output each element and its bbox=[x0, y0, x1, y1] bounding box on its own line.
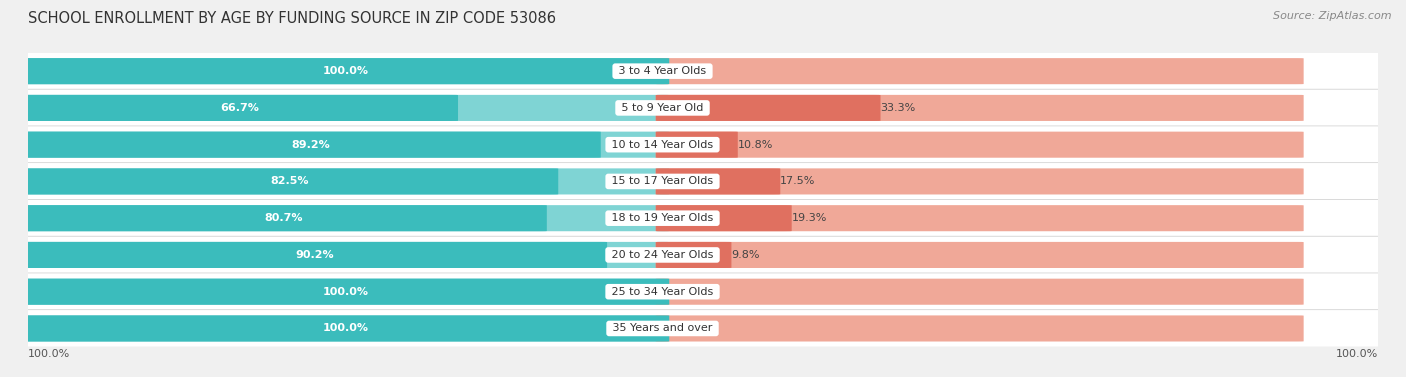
FancyBboxPatch shape bbox=[14, 163, 1392, 200]
FancyBboxPatch shape bbox=[21, 58, 669, 84]
FancyBboxPatch shape bbox=[21, 279, 669, 305]
FancyBboxPatch shape bbox=[655, 95, 1303, 121]
FancyBboxPatch shape bbox=[14, 126, 1392, 163]
FancyBboxPatch shape bbox=[21, 316, 669, 342]
FancyBboxPatch shape bbox=[21, 95, 458, 121]
Text: 10.8%: 10.8% bbox=[738, 139, 773, 150]
FancyBboxPatch shape bbox=[14, 89, 1392, 127]
Text: 100.0%: 100.0% bbox=[28, 349, 70, 359]
Text: 20 to 24 Year Olds: 20 to 24 Year Olds bbox=[607, 250, 717, 260]
FancyBboxPatch shape bbox=[14, 310, 1392, 347]
FancyBboxPatch shape bbox=[655, 58, 1303, 84]
FancyBboxPatch shape bbox=[14, 236, 1392, 274]
Text: 18 to 19 Year Olds: 18 to 19 Year Olds bbox=[609, 213, 717, 223]
FancyBboxPatch shape bbox=[21, 279, 669, 305]
FancyBboxPatch shape bbox=[655, 132, 1303, 158]
Text: 100.0%: 100.0% bbox=[322, 323, 368, 334]
Text: 100.0%: 100.0% bbox=[322, 287, 368, 297]
FancyBboxPatch shape bbox=[21, 132, 600, 158]
Text: 25 to 34 Year Olds: 25 to 34 Year Olds bbox=[609, 287, 717, 297]
Text: 3 to 4 Year Olds: 3 to 4 Year Olds bbox=[616, 66, 710, 76]
Text: 80.7%: 80.7% bbox=[264, 213, 304, 223]
Text: 100.0%: 100.0% bbox=[322, 66, 368, 76]
Text: 0.0%: 0.0% bbox=[669, 323, 697, 334]
FancyBboxPatch shape bbox=[21, 58, 669, 84]
FancyBboxPatch shape bbox=[655, 316, 1303, 342]
FancyBboxPatch shape bbox=[655, 205, 1303, 231]
FancyBboxPatch shape bbox=[655, 242, 1303, 268]
Text: 17.5%: 17.5% bbox=[780, 176, 815, 187]
FancyBboxPatch shape bbox=[655, 95, 880, 121]
Text: 33.3%: 33.3% bbox=[880, 103, 915, 113]
FancyBboxPatch shape bbox=[21, 316, 669, 342]
Text: 35 Years and over: 35 Years and over bbox=[609, 323, 716, 334]
FancyBboxPatch shape bbox=[655, 169, 1303, 195]
FancyBboxPatch shape bbox=[21, 95, 669, 121]
Text: 89.2%: 89.2% bbox=[291, 139, 330, 150]
Text: 5 to 9 Year Old: 5 to 9 Year Old bbox=[619, 103, 707, 113]
FancyBboxPatch shape bbox=[21, 242, 669, 268]
Text: 66.7%: 66.7% bbox=[221, 103, 259, 113]
FancyBboxPatch shape bbox=[655, 205, 792, 231]
FancyBboxPatch shape bbox=[655, 242, 731, 268]
FancyBboxPatch shape bbox=[21, 205, 669, 231]
Text: 9.8%: 9.8% bbox=[731, 250, 759, 260]
FancyBboxPatch shape bbox=[655, 279, 1303, 305]
FancyBboxPatch shape bbox=[21, 132, 669, 158]
FancyBboxPatch shape bbox=[21, 205, 547, 231]
Text: SCHOOL ENROLLMENT BY AGE BY FUNDING SOURCE IN ZIP CODE 53086: SCHOOL ENROLLMENT BY AGE BY FUNDING SOUR… bbox=[28, 11, 557, 26]
Text: 15 to 17 Year Olds: 15 to 17 Year Olds bbox=[609, 176, 717, 187]
Text: Source: ZipAtlas.com: Source: ZipAtlas.com bbox=[1274, 11, 1392, 21]
FancyBboxPatch shape bbox=[655, 169, 780, 195]
Text: 100.0%: 100.0% bbox=[1336, 349, 1378, 359]
Text: 10 to 14 Year Olds: 10 to 14 Year Olds bbox=[609, 139, 717, 150]
Text: 0.0%: 0.0% bbox=[669, 287, 697, 297]
FancyBboxPatch shape bbox=[21, 242, 607, 268]
FancyBboxPatch shape bbox=[655, 132, 738, 158]
Text: 19.3%: 19.3% bbox=[792, 213, 827, 223]
Text: 0.0%: 0.0% bbox=[669, 66, 697, 76]
FancyBboxPatch shape bbox=[14, 52, 1392, 90]
FancyBboxPatch shape bbox=[14, 273, 1392, 310]
FancyBboxPatch shape bbox=[14, 199, 1392, 237]
FancyBboxPatch shape bbox=[21, 169, 558, 195]
FancyBboxPatch shape bbox=[21, 169, 669, 195]
Text: 90.2%: 90.2% bbox=[295, 250, 333, 260]
Text: 82.5%: 82.5% bbox=[270, 176, 309, 187]
